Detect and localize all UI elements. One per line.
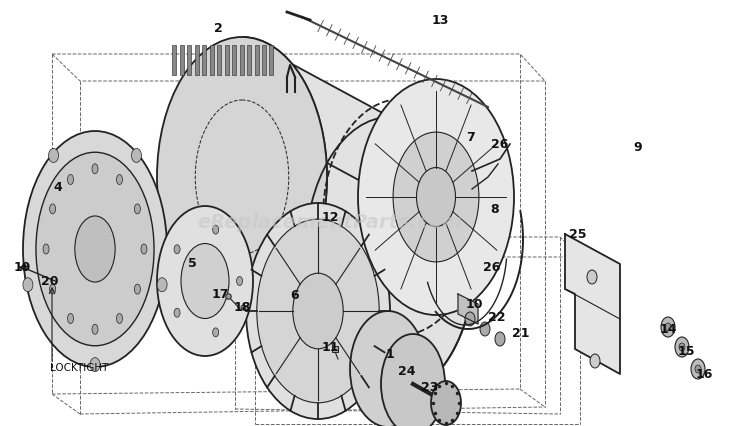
Bar: [254, 46, 259, 76]
Text: 6: 6: [291, 289, 299, 302]
Ellipse shape: [23, 278, 33, 292]
Text: 1: 1: [386, 348, 394, 361]
Text: 10: 10: [465, 298, 483, 311]
Ellipse shape: [116, 175, 122, 185]
Ellipse shape: [134, 204, 140, 214]
Polygon shape: [242, 38, 475, 397]
Ellipse shape: [92, 164, 98, 174]
Bar: [179, 46, 184, 76]
Ellipse shape: [665, 323, 671, 331]
Ellipse shape: [50, 204, 55, 214]
Ellipse shape: [695, 365, 701, 373]
Ellipse shape: [181, 244, 229, 319]
Ellipse shape: [50, 285, 55, 294]
Text: eReplacementParts.com: eReplacementParts.com: [197, 212, 463, 231]
Ellipse shape: [36, 153, 154, 346]
Text: LOCKTIGHT: LOCKTIGHT: [50, 362, 109, 372]
Text: 12: 12: [321, 211, 339, 224]
Ellipse shape: [691, 359, 705, 379]
Ellipse shape: [49, 149, 58, 163]
Bar: [217, 46, 221, 76]
Ellipse shape: [495, 332, 505, 346]
Ellipse shape: [246, 204, 390, 419]
Ellipse shape: [590, 354, 600, 368]
Ellipse shape: [90, 358, 100, 372]
Ellipse shape: [416, 168, 455, 227]
Ellipse shape: [465, 312, 475, 326]
Bar: [209, 46, 214, 76]
Text: 26: 26: [483, 261, 501, 274]
Text: 4: 4: [54, 181, 62, 194]
Text: 25: 25: [569, 228, 586, 241]
Text: 5: 5: [188, 257, 196, 270]
Bar: [202, 46, 206, 76]
Ellipse shape: [381, 334, 445, 426]
Ellipse shape: [431, 381, 461, 425]
Ellipse shape: [68, 314, 74, 324]
Text: 9: 9: [634, 141, 642, 154]
Text: 23: 23: [422, 380, 439, 394]
Bar: [187, 46, 191, 76]
Text: 16: 16: [695, 368, 712, 380]
Bar: [194, 46, 199, 76]
Ellipse shape: [92, 325, 98, 334]
Text: 21: 21: [512, 327, 529, 340]
Ellipse shape: [213, 328, 219, 337]
Text: 18: 18: [233, 301, 250, 314]
Text: 8: 8: [490, 203, 500, 216]
Ellipse shape: [236, 277, 242, 286]
Ellipse shape: [358, 80, 514, 315]
Ellipse shape: [157, 38, 327, 317]
Bar: [247, 46, 251, 76]
Ellipse shape: [350, 311, 426, 426]
Ellipse shape: [116, 314, 122, 324]
Ellipse shape: [141, 245, 147, 254]
Bar: [262, 46, 266, 76]
Ellipse shape: [23, 132, 167, 367]
Ellipse shape: [480, 322, 490, 336]
Text: 7: 7: [466, 131, 476, 144]
Ellipse shape: [393, 133, 479, 262]
Ellipse shape: [174, 308, 180, 317]
Ellipse shape: [292, 273, 344, 349]
Text: 14: 14: [659, 323, 676, 336]
Polygon shape: [565, 234, 620, 374]
Text: 19: 19: [13, 261, 31, 274]
Ellipse shape: [213, 226, 219, 235]
Text: 2: 2: [214, 21, 222, 35]
Bar: [224, 46, 229, 76]
Polygon shape: [458, 294, 478, 324]
Ellipse shape: [157, 278, 167, 292]
Bar: [172, 46, 176, 76]
Text: 22: 22: [488, 311, 506, 324]
Text: 24: 24: [398, 365, 416, 377]
Text: 15: 15: [677, 345, 694, 358]
Ellipse shape: [68, 175, 74, 185]
Ellipse shape: [131, 149, 142, 163]
Ellipse shape: [43, 245, 49, 254]
Text: 20: 20: [41, 275, 58, 288]
Ellipse shape: [75, 216, 116, 282]
Ellipse shape: [675, 337, 689, 357]
Ellipse shape: [587, 271, 597, 284]
Ellipse shape: [679, 343, 685, 351]
Ellipse shape: [157, 207, 253, 356]
Bar: [239, 46, 244, 76]
Bar: [269, 46, 274, 76]
Text: 17: 17: [211, 288, 229, 301]
Ellipse shape: [661, 317, 675, 337]
Ellipse shape: [256, 220, 380, 403]
Ellipse shape: [174, 245, 180, 254]
Bar: [232, 46, 236, 76]
Text: 26: 26: [491, 138, 508, 151]
Text: 11: 11: [321, 341, 339, 354]
Ellipse shape: [134, 285, 140, 294]
Text: 13: 13: [431, 14, 448, 26]
